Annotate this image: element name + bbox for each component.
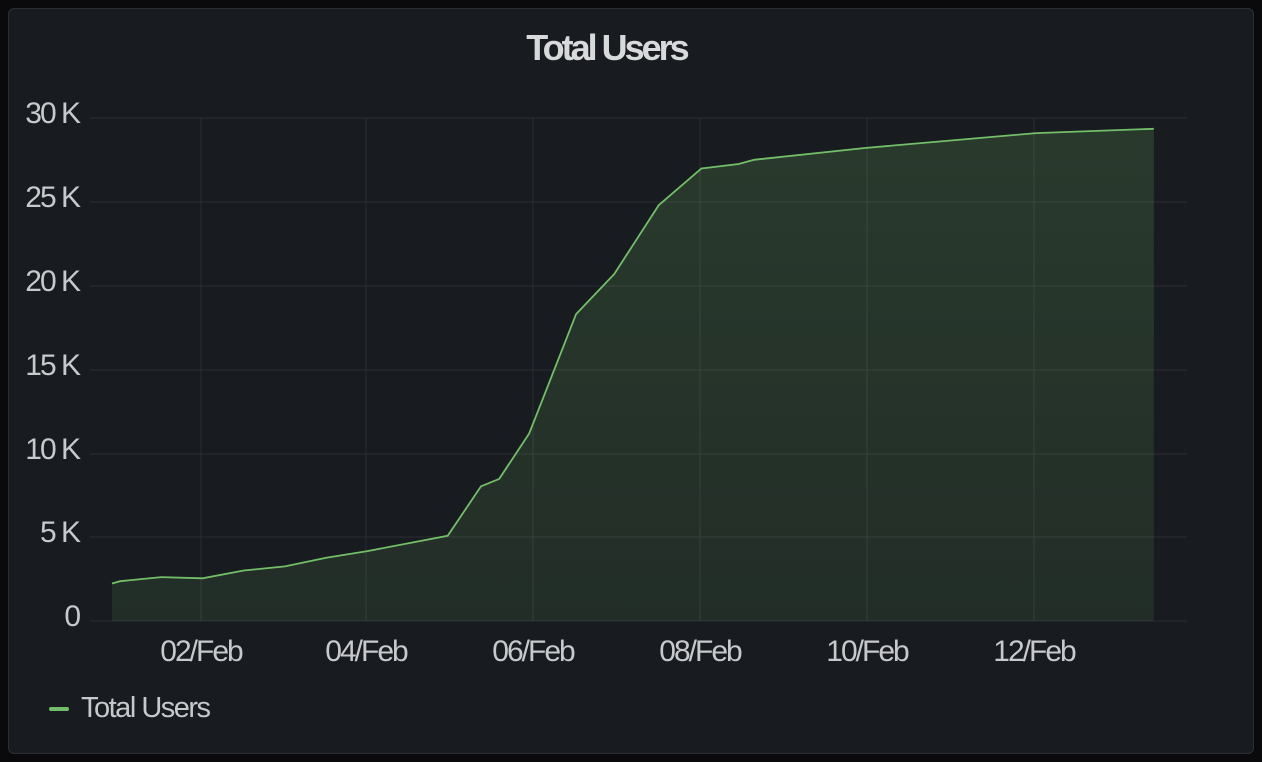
svg-text:20 K: 20 K bbox=[25, 265, 81, 298]
svg-text:12/Feb: 12/Feb bbox=[993, 635, 1076, 668]
svg-text:04/Feb: 04/Feb bbox=[325, 635, 408, 668]
svg-text:06/Feb: 06/Feb bbox=[492, 635, 575, 668]
svg-text:15 K: 15 K bbox=[25, 349, 81, 382]
svg-text:02/Feb: 02/Feb bbox=[160, 635, 243, 668]
svg-text:0: 0 bbox=[64, 600, 80, 633]
svg-text:25 K: 25 K bbox=[25, 181, 81, 214]
svg-text:08/Feb: 08/Feb bbox=[659, 635, 742, 668]
svg-text:5 K: 5 K bbox=[40, 516, 81, 549]
svg-text:10/Feb: 10/Feb bbox=[826, 635, 909, 668]
svg-text:30 K: 30 K bbox=[25, 97, 81, 130]
svg-text:10 K: 10 K bbox=[25, 433, 81, 466]
